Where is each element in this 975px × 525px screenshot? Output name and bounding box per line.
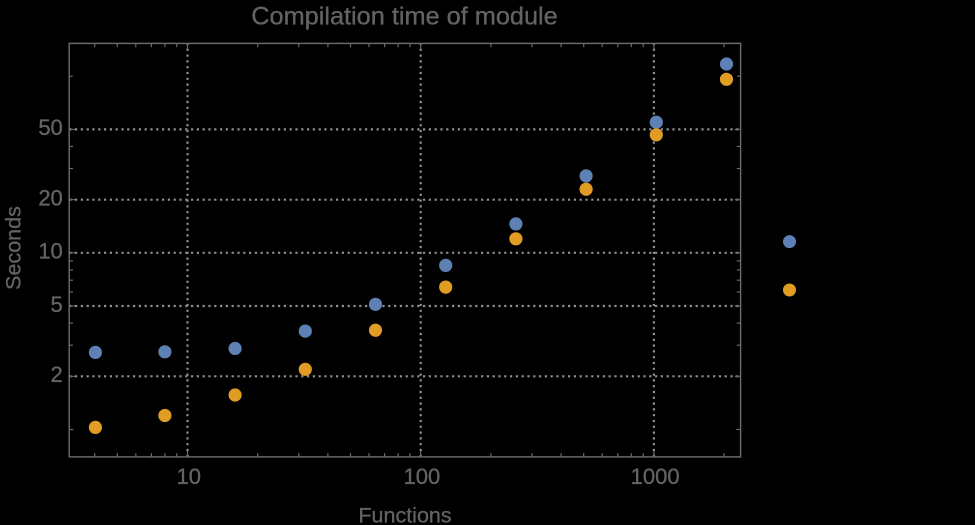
svg-text:2: 2 bbox=[51, 362, 63, 387]
svg-text:Seconds: Seconds bbox=[2, 206, 26, 290]
svg-text:10: 10 bbox=[176, 464, 200, 489]
svg-text:50: 50 bbox=[38, 115, 62, 140]
svg-text:100: 100 bbox=[404, 464, 441, 489]
svg-text:1000: 1000 bbox=[631, 464, 680, 489]
svg-text:Compilation time of module: Compilation time of module bbox=[251, 3, 558, 31]
svg-text:10: 10 bbox=[38, 239, 62, 264]
svg-text:Functions: Functions bbox=[358, 504, 451, 525]
svg-text:20: 20 bbox=[38, 186, 62, 211]
svg-text:5: 5 bbox=[51, 292, 63, 317]
